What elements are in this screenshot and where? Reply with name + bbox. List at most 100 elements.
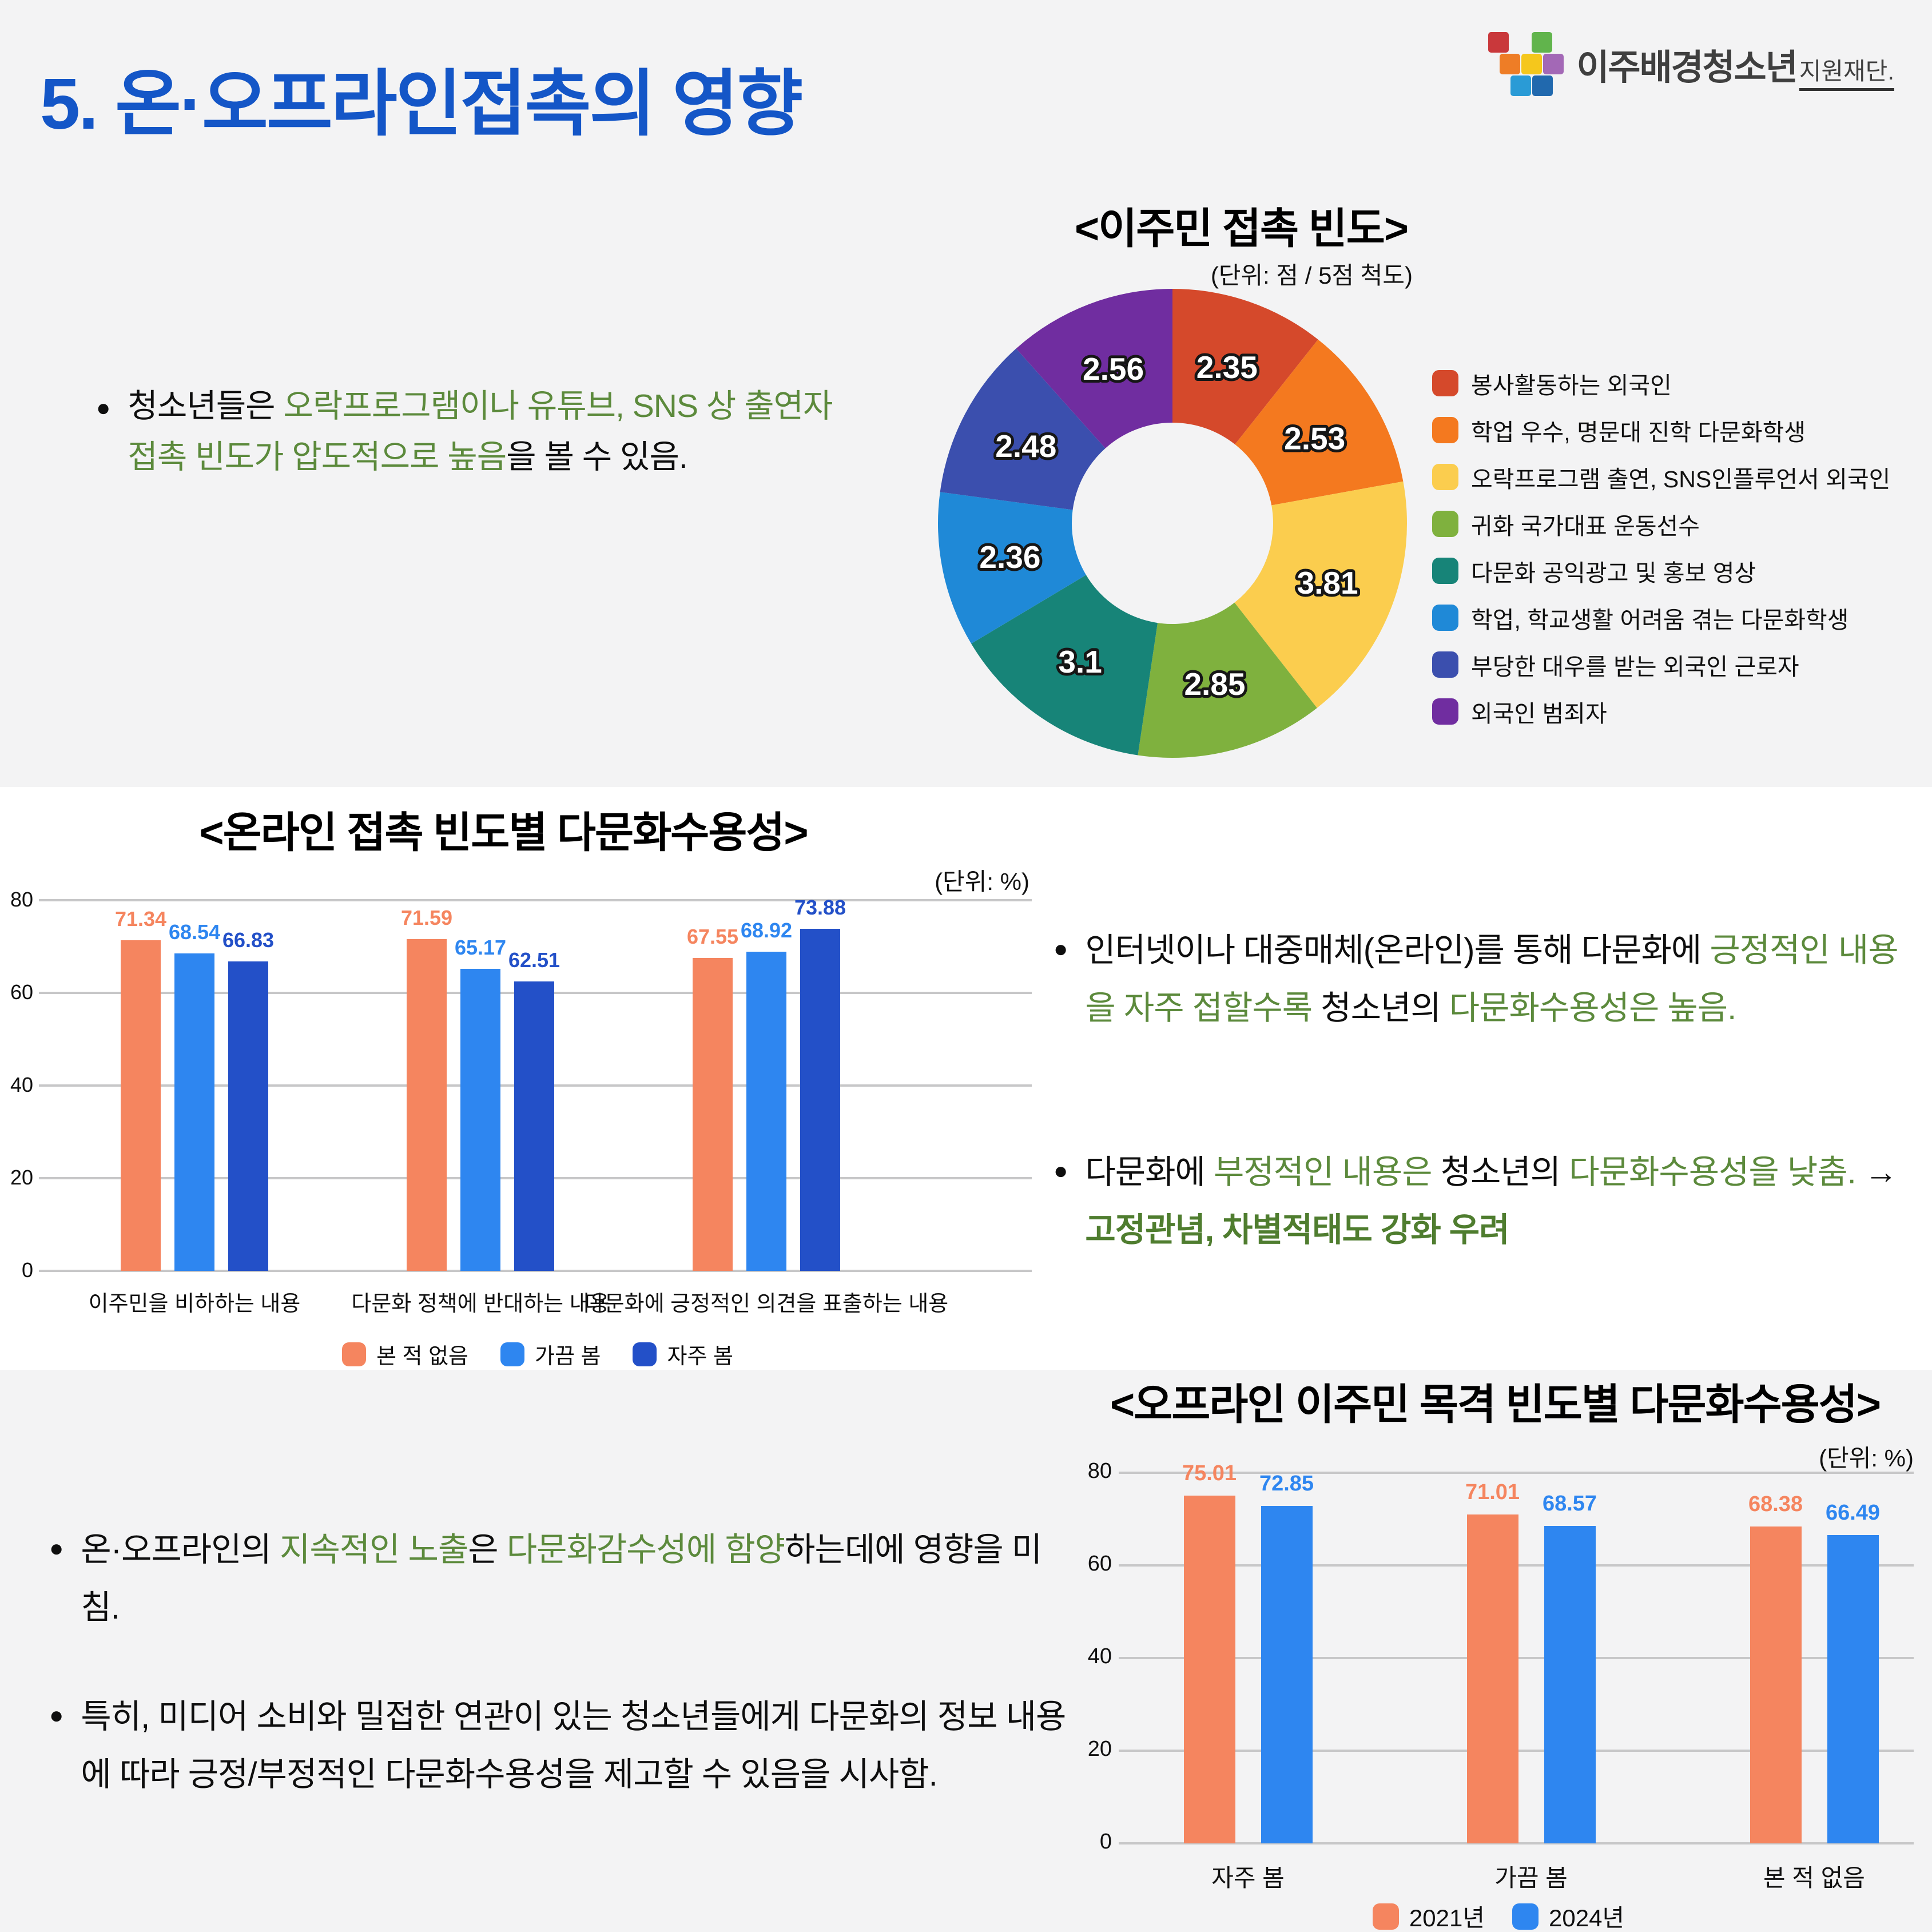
donut-slice — [1172, 289, 1318, 445]
legend-item: 부당한 대우를 받는 외국인 근로자 — [1432, 647, 1890, 682]
donut-value-label: 2.35 — [1196, 349, 1258, 385]
text-segment: 하는데에 영향을 미침. — [81, 1531, 1042, 1626]
legend-item: 2024년 — [1512, 1899, 1624, 1932]
bar-value-label: 68.54 — [168, 920, 221, 944]
bar — [1261, 1505, 1313, 1843]
online-note-1: ● 인터넷이나 대중매체(온라인)를 통해 다문화에 긍정적인 내용을 자주 접… — [1054, 922, 1923, 1037]
legend-label: 다문화 공익광고 및 홍보 영상 — [1471, 560, 1756, 586]
y-tick-label: 40 — [1087, 1644, 1112, 1669]
gridline — [39, 1270, 1032, 1272]
bar — [693, 957, 733, 1271]
legend-label: 2024년 — [1549, 1905, 1625, 1931]
legend-label: 본 적 없음 — [376, 1345, 469, 1369]
donut-slice — [1138, 602, 1317, 758]
text-segment: 특히, 미디어 소비와 밀접한 연관이 있는 청소년들에게 다문화의 정보 내용… — [81, 1698, 1066, 1793]
donut-value-label: 3.1 — [1058, 644, 1102, 679]
x-category-label: 다문화에 긍정적인 의견을 표출하는 내용 — [584, 1292, 949, 1316]
legend-swatch — [1512, 1903, 1539, 1930]
bar-value-label: 66.83 — [222, 928, 275, 952]
bullet-icon: ● — [49, 1702, 64, 1728]
donut-chart-svg: 2.35 2.53 3.81 2.85 3.1 2.36 2.48 2.56 — [938, 289, 1407, 758]
legend-swatch — [1432, 464, 1458, 490]
legend-item: 외국인 범죄자 — [1432, 694, 1890, 729]
bar-value-label: 68.38 — [1748, 1492, 1803, 1517]
bar — [1827, 1535, 1879, 1843]
text-segment: 다문화에 — [1085, 1154, 1214, 1191]
legend-label: 봉사활동하는 외국인 — [1471, 372, 1672, 399]
legend-label: 외국인 범죄자 — [1471, 701, 1607, 727]
legend-label: 학업, 학교생활 어려움 겪는 다문화학생 — [1471, 607, 1849, 633]
text-segment: 부정적인 내용은 — [1213, 1154, 1433, 1191]
text-segment: 다문화수용성을 낮춤. — [1569, 1154, 1856, 1191]
bar — [1544, 1525, 1596, 1843]
bullet-icon: ● — [1054, 935, 1068, 962]
bar-value-label: 65.17 — [454, 936, 507, 960]
x-category-label: 가끔 봄 — [1494, 1865, 1568, 1891]
x-category-label: 본 적 없음 — [1763, 1865, 1865, 1891]
legend-label: 귀화 국가대표 운동선수 — [1471, 513, 1700, 539]
legend-swatch — [1432, 698, 1458, 725]
bar-value-label: 68.92 — [740, 918, 793, 942]
legend-swatch — [1432, 417, 1458, 443]
legend-swatch — [1432, 605, 1458, 631]
text-segment: 지속적인 노출 — [279, 1531, 468, 1568]
bar-value-label: 62.51 — [508, 948, 560, 972]
logo-text-sub: 지원재단. — [1799, 58, 1894, 91]
online-chart-title: <온라인 접촉 빈도별 다문화수용성> — [199, 809, 808, 856]
donut-slice — [1235, 339, 1404, 506]
online-chart-unit-label: (단위: %) — [935, 868, 1029, 895]
bar — [1466, 1514, 1518, 1843]
legend-label: 학업 우수, 명문대 진학 다문화학생 — [1471, 419, 1806, 446]
legend-label: 오락프로그램 출연, SNS인플루언서 외국인 — [1471, 466, 1891, 492]
offline-note-2: ● 특히, 미디어 소비와 밀접한 연관이 있는 청소년들에게 다문화의 정보 … — [49, 1688, 1067, 1804]
chart-legend: 본 적 없음 가끔 봄 자주 봄 — [137, 1338, 938, 1370]
bar-value-label: 71.34 — [114, 907, 167, 931]
legend-swatch — [1432, 511, 1458, 537]
donut-value-label: 2.56 — [1083, 351, 1144, 387]
bar — [746, 951, 786, 1271]
bar-value-label: 67.55 — [686, 924, 739, 948]
legend-item: 학업, 학교생활 어려움 겪는 다문화학생 — [1432, 601, 1890, 635]
legend-swatch — [1432, 651, 1458, 678]
legend-item: 가끔 봄 — [500, 1338, 601, 1370]
bullet-icon: ● — [49, 1535, 64, 1561]
y-tick-label: 80 — [10, 887, 33, 911]
bar — [514, 981, 554, 1271]
bar — [121, 940, 161, 1271]
donut-slice — [1234, 481, 1407, 708]
bar-value-label: 75.01 — [1182, 1461, 1237, 1486]
text-segment: 고정관념, 차별적태도 강화 우려 — [1085, 1211, 1509, 1249]
bar — [228, 961, 268, 1271]
text-segment: 청소년의 — [1432, 1154, 1569, 1191]
legend-item: 오락프로그램 출연, SNS인플루언서 외국인 — [1432, 460, 1890, 494]
donut-value-label: 2.53 — [1284, 421, 1345, 456]
legend-label: 부당한 대우를 받는 외국인 근로자 — [1471, 654, 1799, 680]
text-segment: 은 — [468, 1531, 507, 1568]
text-segment: 청소년들은 — [128, 388, 284, 424]
legend-swatch — [1432, 370, 1458, 396]
y-tick-label: 60 — [1087, 1552, 1112, 1576]
offline-chart-unit-label: (단위: %) — [1819, 1445, 1914, 1472]
donut-value-label: 2.36 — [979, 539, 1040, 575]
x-category-label: 자주 봄 — [1211, 1865, 1285, 1891]
bar-value-label: 71.59 — [400, 906, 453, 930]
legend-item: 자주 봄 — [633, 1338, 733, 1370]
text-segment: 다문화수용성은 높음. — [1449, 989, 1736, 1027]
legend-item: 2021년 — [1372, 1899, 1485, 1932]
note-text: 특히, 미디어 소비와 밀접한 연관이 있는 청소년들에게 다문화의 정보 내용… — [81, 1688, 1067, 1804]
logo-text: 이주배경청소년지원재단. — [1576, 38, 1894, 91]
gridline — [1119, 1842, 1914, 1844]
bar — [407, 939, 447, 1271]
text-segment: → — [1855, 1154, 1898, 1191]
offline-chart-title: <오프라인 이주민 목격 빈도별 다문화수용성> — [1110, 1381, 1881, 1428]
bar — [174, 953, 214, 1271]
legend-item: 학업 우수, 명문대 진학 다문화학생 — [1432, 413, 1890, 447]
donut-chart-unit-label: (단위: 점 / 5점 척도) — [1210, 262, 1413, 289]
legend-item: 다문화 공익광고 및 홍보 영상 — [1432, 554, 1890, 588]
bar-value-label: 66.49 — [1825, 1501, 1881, 1525]
org-logo: 이주배경청소년지원재단. — [1488, 32, 1894, 96]
offline-note-1: ● 온·오프라인의 지속적인 노출은 다문화감수성에 함양하는데에 영향을 미침… — [49, 1521, 1056, 1637]
note-text: 다문화에 부정적인 내용은 청소년의 다문화수용성을 낮춤. → 고정관념, 차… — [1085, 1144, 1923, 1259]
bullet-icon: ● — [96, 394, 111, 421]
